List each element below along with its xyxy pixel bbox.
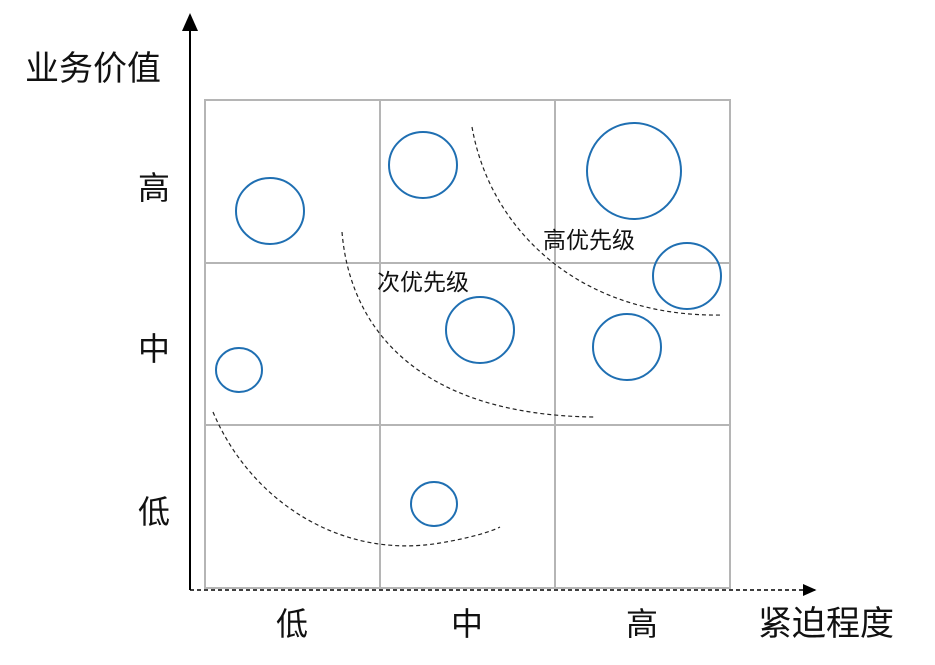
y-level-mid: 中	[138, 330, 170, 368]
bubble	[586, 122, 682, 220]
zone-label-secondary-priority: 次优先级	[377, 270, 469, 296]
grid	[204, 99, 731, 589]
x-level-mid: 中	[451, 605, 483, 643]
bubble	[388, 131, 458, 199]
bubble	[445, 296, 515, 364]
bubble	[652, 242, 722, 310]
y-level-high: 高	[138, 169, 170, 207]
grid-border	[204, 99, 731, 589]
x-level-high: 高	[626, 605, 658, 643]
bubble	[215, 347, 263, 393]
x-axis-title: 紧迫程度	[758, 604, 894, 644]
bubble	[592, 313, 662, 381]
boundary-arc-high	[471, 126, 724, 316]
boundary-arc-low	[212, 411, 501, 547]
x-level-low: 低	[276, 605, 308, 643]
y-level-low: 低	[138, 493, 170, 531]
bubbles	[215, 122, 722, 527]
zone-label-high-priority: 高优先级	[543, 228, 635, 254]
bubble	[235, 177, 305, 245]
boundary-arc-secondary	[341, 231, 595, 418]
bubble	[410, 481, 458, 527]
y-axis-title: 业务价值	[25, 49, 161, 89]
